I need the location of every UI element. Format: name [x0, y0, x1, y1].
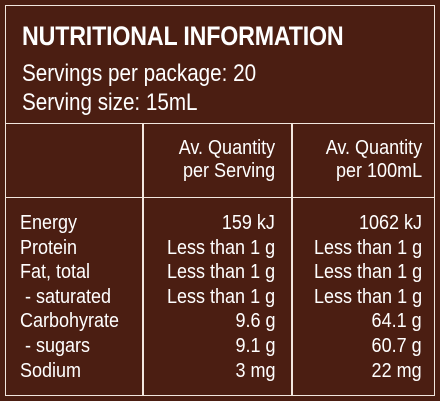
per-serving-value: Less than 1 g — [166, 261, 275, 284]
nutrient-rows: Energy 159 kJ 1062 kJ Protein Less than … — [0, 211, 440, 383]
nutrient-label: Protein — [20, 236, 78, 259]
nutrient-label: - sugars — [20, 334, 91, 357]
nutrient-label: - saturated — [20, 285, 112, 308]
table-row: Carbohyrate 9.6 g 64.1 g — [0, 309, 440, 334]
table-row: - saturated Less than 1 g Less than 1 g — [0, 285, 440, 310]
nutrient-label: Fat, total — [20, 261, 91, 284]
per-serving-heading: Av. Quantity per Serving — [179, 137, 275, 183]
per-100ml-value: 1062 kJ — [358, 212, 422, 234]
table-row: Sodium 3 mg 22 mg — [0, 359, 440, 384]
per-serving-value: 9.6 g — [234, 310, 275, 333]
per-serving-value: Less than 1 g — [166, 285, 275, 308]
panel-border — [5, 5, 435, 396]
per-serving-value: 9.1 g — [234, 334, 275, 357]
servings-per-package: Servings per package: 20 — [22, 60, 257, 87]
per-serving-value: 3 mg — [234, 359, 275, 382]
nutrient-label: Sodium — [20, 359, 82, 382]
table-row: - sugars 9.1 g 60.7 g — [0, 334, 440, 359]
table-header — [6, 124, 434, 198]
per-100ml-value: Less than 1 g — [313, 236, 422, 259]
serving-size: Serving size: 15mL — [22, 89, 198, 116]
per-serving-value: 159 kJ — [221, 212, 275, 234]
column-divider-1 — [142, 124, 144, 396]
column-divider-2 — [291, 124, 293, 396]
panel-header: NUTRITIONAL INFORMATION Servings per pac… — [6, 6, 434, 124]
table-row: Fat, total Less than 1 g Less than 1 g — [0, 260, 440, 285]
table-row: Protein Less than 1 g Less than 1 g — [0, 236, 440, 261]
per-100ml-value: Less than 1 g — [313, 261, 422, 284]
per-serving-value: Less than 1 g — [166, 236, 275, 259]
per-100ml-value: Less than 1 g — [313, 285, 422, 308]
per-100ml-value: 64.1 g — [371, 310, 422, 333]
per-100ml-heading-line-1: Av. Quantity — [325, 137, 422, 159]
per-serving-heading-line-1: Av. Quantity — [178, 137, 275, 159]
per-100ml-heading-line-2: per 100mL — [335, 160, 422, 182]
per-100ml-value: 60.7 g — [371, 334, 422, 357]
per-100ml-heading: Av. Quantity per 100mL — [326, 137, 422, 183]
nutrient-label: Energy — [20, 212, 78, 234]
panel-title: NUTRITIONAL INFORMATION — [22, 21, 344, 51]
nutrient-label: Carbohyrate — [20, 310, 120, 333]
table-row: Energy 159 kJ 1062 kJ — [0, 211, 440, 236]
per-100ml-value: 22 mg — [371, 359, 422, 382]
per-serving-heading-line-2: per Serving — [182, 160, 275, 182]
